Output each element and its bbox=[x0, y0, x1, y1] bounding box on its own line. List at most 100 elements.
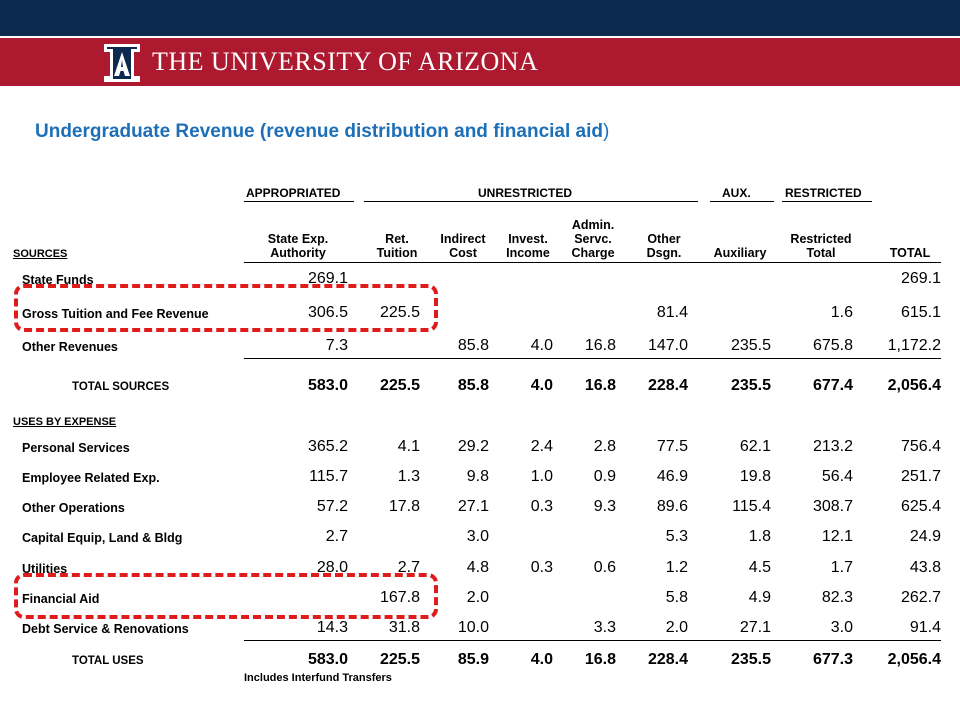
row-label: State Funds bbox=[22, 273, 94, 287]
table-cell: 4.9 bbox=[748, 589, 771, 606]
group-unrestricted: UNRESTRICTED bbox=[478, 186, 573, 200]
column-header-line: Invest. bbox=[508, 232, 548, 246]
column-header-rule bbox=[749, 262, 853, 263]
group-rule bbox=[710, 201, 774, 202]
table-cell: 0.6 bbox=[593, 559, 616, 576]
table-cell: 625.4 bbox=[900, 498, 941, 515]
row-label: Personal Services bbox=[22, 441, 130, 455]
group-rule bbox=[782, 201, 872, 202]
table-cell: 4.1 bbox=[397, 438, 420, 455]
table-cell: 4.0 bbox=[530, 377, 553, 394]
table-cell: 147.0 bbox=[647, 337, 688, 354]
slide-title-close: ) bbox=[603, 121, 610, 142]
table-cell: 2.0 bbox=[665, 619, 688, 636]
column-header-line: Admin. bbox=[571, 218, 615, 232]
table-cell: 251.7 bbox=[900, 468, 941, 485]
table-cell: 306.5 bbox=[307, 304, 348, 321]
table-cell: 27.1 bbox=[739, 619, 771, 636]
table-cell: 5.8 bbox=[665, 589, 688, 606]
group-restricted: RESTRICTED bbox=[785, 186, 862, 200]
column-header-rule bbox=[385, 262, 489, 263]
subtotal-rule bbox=[667, 358, 771, 359]
row-label: Employee Related Exp. bbox=[22, 471, 160, 485]
table-cell: 82.3 bbox=[821, 589, 853, 606]
table-cell: 4.0 bbox=[530, 337, 553, 354]
column-header-line: Restricted bbox=[790, 232, 852, 246]
slide-title: Undergraduate Revenue (revenue distribut… bbox=[35, 121, 609, 143]
column-header-rule bbox=[244, 262, 348, 263]
group-rule bbox=[364, 201, 698, 202]
table-cell: 10.0 bbox=[457, 619, 489, 636]
uses-section-label: USES BY EXPENSE bbox=[13, 416, 117, 428]
table-cell: 225.5 bbox=[379, 304, 420, 321]
table-cell: 235.5 bbox=[730, 337, 771, 354]
table-cell: 2,056.4 bbox=[887, 651, 941, 668]
column-header-line: Dsgn. bbox=[646, 246, 682, 260]
university-banner bbox=[0, 38, 960, 86]
table-cell: 31.8 bbox=[388, 619, 420, 636]
column-header-rule bbox=[584, 262, 688, 263]
table-cell: 1.2 bbox=[665, 559, 688, 576]
column-header-4: Admin. Servc. Charge bbox=[551, 210, 635, 260]
university-name: THE UNIVERSITY OF ARIZONA bbox=[152, 47, 539, 76]
row-label: Utilities bbox=[22, 562, 68, 576]
row-label: Financial Aid bbox=[22, 592, 100, 606]
column-header-line: Tuition bbox=[376, 246, 418, 260]
group-aux: AUX. bbox=[722, 186, 751, 200]
table-cell: 9.3 bbox=[593, 498, 616, 515]
table-cell: 91.4 bbox=[909, 619, 941, 636]
table-cell: 4.8 bbox=[466, 559, 489, 576]
column-header-line: Income bbox=[506, 246, 550, 260]
column-header-line: State Exp. bbox=[267, 232, 329, 246]
row-label: Other Operations bbox=[22, 501, 125, 515]
column-header-line: Total bbox=[806, 246, 836, 260]
table-cell: 365.2 bbox=[307, 438, 348, 455]
subtotal-rule bbox=[749, 640, 853, 641]
column-header-text: Other Dsgn. bbox=[647, 232, 682, 260]
table-cell: 5.3 bbox=[665, 528, 688, 545]
table-cell: 16.8 bbox=[584, 377, 616, 394]
table-cell: 62.1 bbox=[739, 438, 771, 455]
table-cell: 0.3 bbox=[530, 559, 553, 576]
table-cell: 16.8 bbox=[584, 337, 616, 354]
table-cell: 235.5 bbox=[730, 377, 771, 394]
table-cell: 269.1 bbox=[900, 270, 941, 287]
column-header-text: State Exp. Authority bbox=[268, 232, 328, 260]
table-cell: 85.9 bbox=[457, 651, 489, 668]
table-cell: 2.4 bbox=[530, 438, 553, 455]
table-cell: 1.0 bbox=[530, 468, 553, 485]
column-header-text: Invest. Income bbox=[506, 232, 550, 260]
table-cell: 28.0 bbox=[316, 559, 348, 576]
table-cell: 1,172.2 bbox=[887, 337, 941, 354]
subtotal-rule bbox=[512, 640, 616, 641]
column-header-line: Charge bbox=[571, 246, 615, 260]
column-header-5: Other Dsgn. bbox=[622, 210, 706, 260]
column-header-line: TOTAL bbox=[889, 246, 931, 260]
table-cell: 14.3 bbox=[316, 619, 348, 636]
slide-title-text: Undergraduate Revenue (revenue distribut… bbox=[35, 121, 603, 142]
table-cell: 16.8 bbox=[584, 651, 616, 668]
table-cell: 115.4 bbox=[732, 498, 771, 515]
subtotal-rule bbox=[749, 358, 853, 359]
table-cell: 677.3 bbox=[812, 651, 853, 668]
column-header-7: Restricted Total bbox=[779, 210, 863, 260]
row-label: Other Revenues bbox=[22, 340, 118, 354]
highlight-financial-aid-row bbox=[14, 573, 438, 619]
table-cell: 19.8 bbox=[739, 468, 771, 485]
table-cell: 167.8 bbox=[379, 589, 420, 606]
table-cell: 756.4 bbox=[900, 438, 941, 455]
table-cell: 2,056.4 bbox=[887, 377, 941, 394]
table-cell: 89.6 bbox=[656, 498, 688, 515]
column-header-text: Auxiliary bbox=[714, 246, 767, 260]
table-cell: 27.1 bbox=[457, 498, 489, 515]
table-cell: 675.8 bbox=[812, 337, 853, 354]
column-header-line: Cost bbox=[449, 246, 477, 260]
column-header-rule bbox=[837, 262, 941, 263]
row-label: TOTAL SOURCES bbox=[72, 381, 170, 393]
subtotal-rule bbox=[667, 640, 771, 641]
table-cell: 3.0 bbox=[830, 619, 853, 636]
column-header-text: Indirect Cost bbox=[440, 232, 485, 260]
table-cell: 269.1 bbox=[307, 270, 348, 287]
table-cell: 85.8 bbox=[457, 337, 489, 354]
table-cell: 0.9 bbox=[593, 468, 616, 485]
